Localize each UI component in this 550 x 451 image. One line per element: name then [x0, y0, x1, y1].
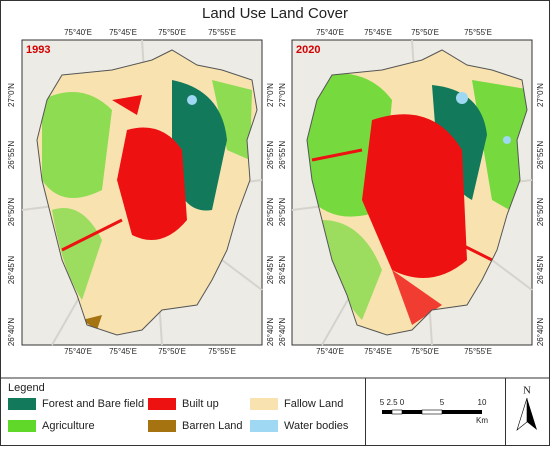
legend-swatch	[8, 398, 36, 410]
longitude-label: 75°50'E	[158, 28, 186, 37]
scale-label: 0	[400, 398, 405, 407]
legend-swatch	[250, 420, 278, 432]
longitude-label: 75°40'E	[316, 347, 344, 356]
map-panel: 1993	[21, 39, 263, 346]
scale-label: 10	[478, 398, 487, 407]
latitude-label: 26°50'N	[536, 198, 545, 227]
latitude-label: 26°50'N	[278, 198, 287, 227]
land-cover	[42, 80, 252, 330]
latitude-label: 26°40'N	[278, 318, 287, 347]
latitude-label: 27°0'N	[278, 83, 287, 107]
title: Land Use Land Cover	[202, 5, 348, 22]
longitude-label: 75°40'E	[316, 28, 344, 37]
latitude-label: 26°50'N	[7, 198, 16, 227]
north-arrow-half	[516, 397, 528, 431]
legend-swatch	[250, 398, 278, 410]
legend-label: Water bodies	[284, 420, 349, 432]
latitude-label: 27°0'N	[266, 83, 275, 107]
longitude-label: 75°40'E	[64, 347, 92, 356]
latitude-label: 26°55'N	[278, 141, 287, 170]
longitude-label: 75°50'E	[411, 347, 439, 356]
longitude-label: 75°55'E	[464, 347, 492, 356]
legend-items: Forest and Bare field Agriculture Built up…	[8, 398, 349, 432]
latitude-label: 26°50'N	[266, 198, 275, 227]
legend-label: Agriculture	[42, 420, 95, 432]
latitude-label: 26°55'N	[7, 141, 16, 170]
latitude-label: 26°45'N	[278, 256, 287, 285]
legend-box	[0, 377, 366, 446]
latitude-label: 27°0'N	[536, 83, 545, 107]
latitude-label: 26°40'N	[536, 318, 545, 347]
map-panel: 2020	[291, 39, 533, 346]
latitude-label: 26°40'N	[266, 318, 275, 347]
legend-label: Built up	[182, 398, 219, 410]
longitude-label: 75°40'E	[64, 28, 92, 37]
legend-label: Fallow Land	[284, 398, 343, 410]
latitude-label: 26°55'N	[536, 141, 545, 170]
longitude-label: 75°45'E	[109, 28, 137, 37]
longitude-label: 75°45'E	[109, 347, 137, 356]
latitude-label: 26°55'N	[266, 141, 275, 170]
legend-swatch	[148, 398, 176, 410]
year-label: 2020	[296, 44, 320, 56]
legend-title: Legend	[8, 382, 45, 394]
longitude-label: 75°55'E	[208, 347, 236, 356]
legend-swatch	[148, 420, 176, 432]
latitude-label: 26°40'N	[7, 318, 16, 347]
legend-swatch	[8, 420, 36, 432]
longitude-label: 75°55'E	[464, 28, 492, 37]
scale-bar	[382, 409, 482, 415]
legend-label: Forest and Bare field	[42, 398, 144, 410]
longitude-label: 75°45'E	[364, 28, 392, 37]
legend-label: Barren Land	[182, 420, 243, 432]
north-label: N	[523, 385, 531, 397]
scale-label: 2.5	[386, 398, 398, 407]
scale-label: 5	[380, 398, 385, 407]
latitude-label: 26°45'N	[266, 256, 275, 285]
scale-unit: Km	[476, 416, 488, 425]
land-cover	[307, 73, 527, 325]
longitude-label: 75°45'E	[364, 347, 392, 356]
year-label: 1993	[26, 44, 50, 56]
longitude-label: 75°55'E	[208, 28, 236, 37]
latitude-label: 26°45'N	[7, 256, 16, 285]
latitude-label: 26°45'N	[536, 256, 545, 285]
latitude-label: 27°0'N	[7, 83, 16, 107]
longitude-label: 75°50'E	[411, 28, 439, 37]
longitude-label: 75°50'E	[158, 347, 186, 356]
scale-label: 5	[440, 398, 445, 407]
